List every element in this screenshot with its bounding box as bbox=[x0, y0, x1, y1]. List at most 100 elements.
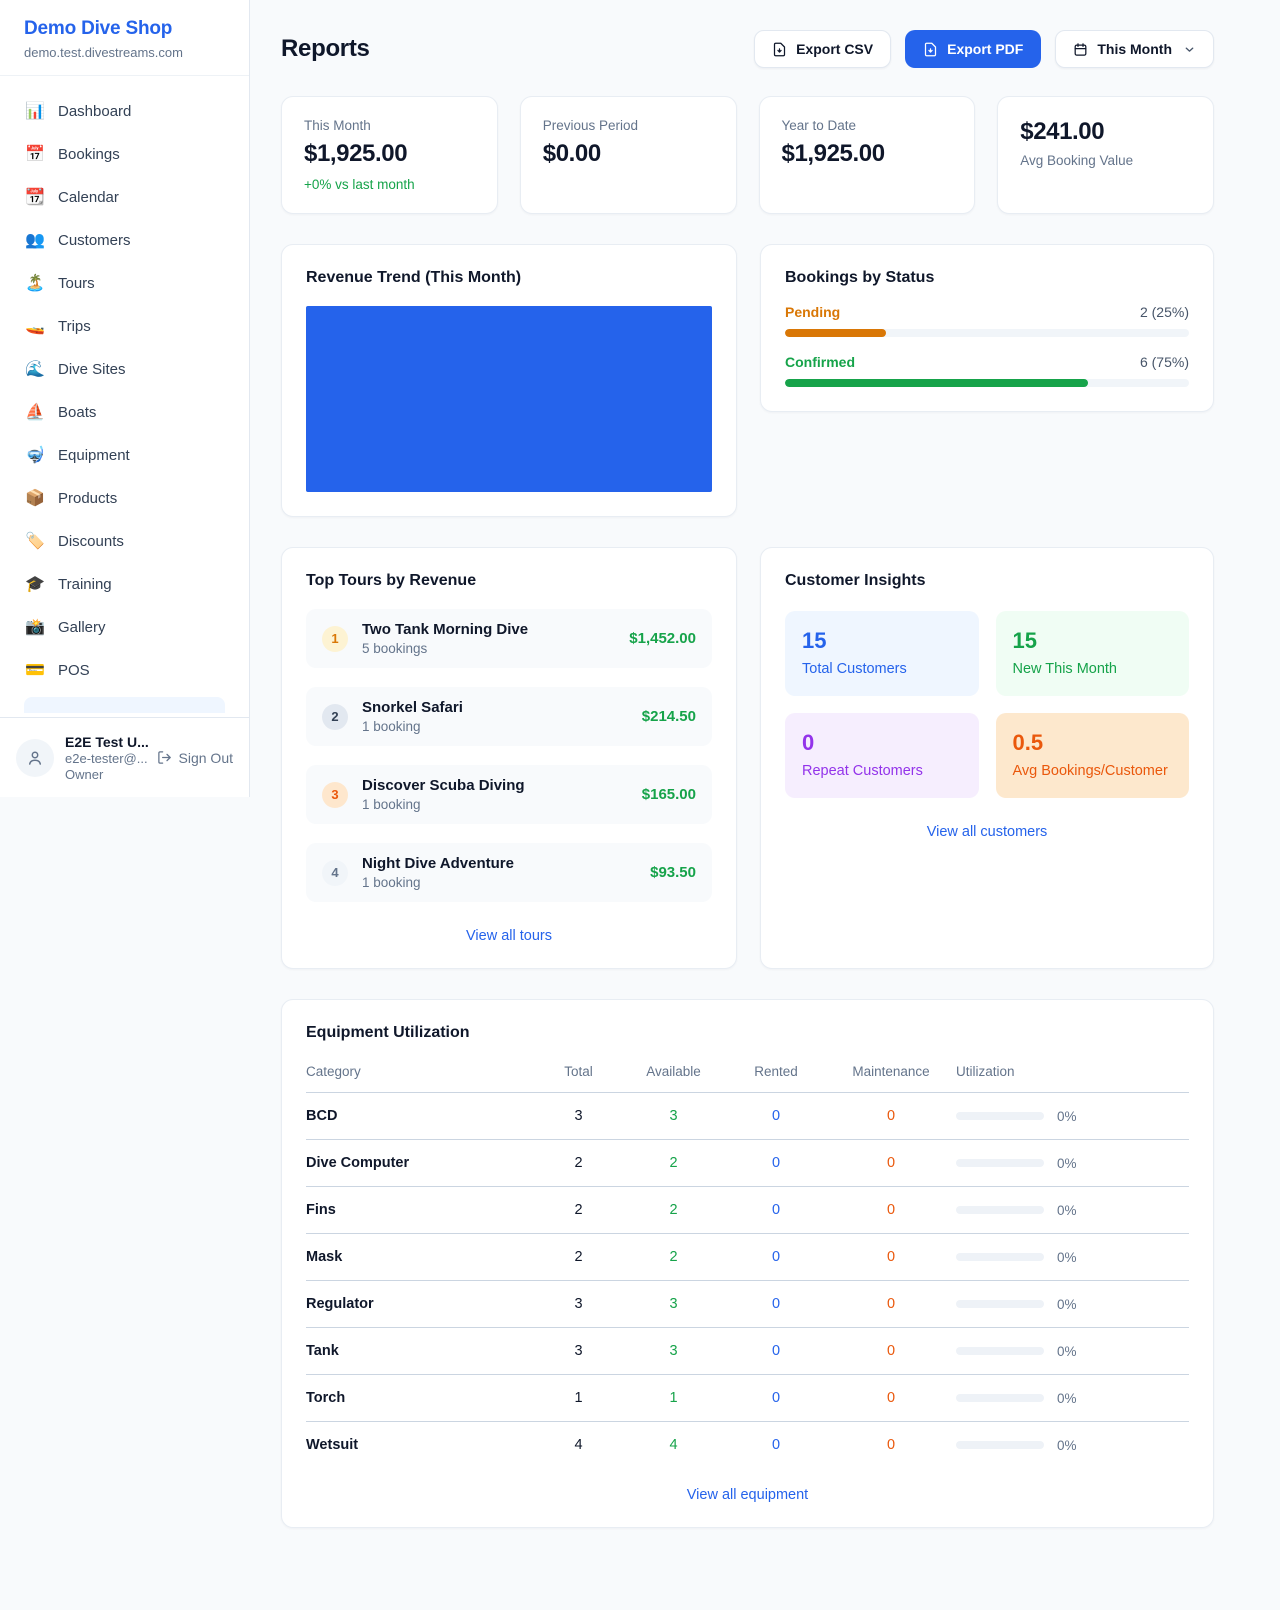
cell-maintenance: 0 bbox=[826, 1327, 956, 1375]
utilization-bar bbox=[956, 1206, 1044, 1214]
cell-maintenance: 0 bbox=[826, 1139, 956, 1187]
insight-tile-new-this-month: 15 New This Month bbox=[995, 611, 1189, 696]
utilization-bar bbox=[956, 1112, 1044, 1120]
sidebar-item-tours[interactable]: 🏝️ Tours bbox=[12, 262, 237, 305]
tour-name: Snorkel Safari bbox=[362, 699, 463, 716]
sidebar-item-dive-sites[interactable]: 🌊 Dive Sites bbox=[12, 348, 237, 391]
sidebar-item-boats[interactable]: ⛵ Boats bbox=[12, 391, 237, 434]
main-content: Reports Export CSV Export PDF This Month… bbox=[281, 0, 1214, 1568]
sidebar-item-label: POS bbox=[58, 662, 90, 679]
sailboat-icon: ⛵ bbox=[25, 403, 45, 421]
cell-rented: 0 bbox=[771, 1437, 781, 1453]
export-csv-button[interactable]: Export CSV bbox=[754, 30, 892, 68]
sidebar-item-products[interactable]: 📦 Products bbox=[12, 477, 237, 520]
sidebar-item-pos[interactable]: 💳 POS bbox=[12, 649, 237, 692]
tour-bookings: 5 bookings bbox=[362, 641, 428, 656]
cell-total: 3 bbox=[536, 1280, 621, 1328]
sidebar-item-bookings[interactable]: 📅 Bookings bbox=[12, 133, 237, 176]
utilization-bar bbox=[956, 1159, 1044, 1167]
cell-total: 3 bbox=[536, 1092, 621, 1140]
stat-card-this-month: This Month $1,925.00 +0% vs last month bbox=[281, 96, 498, 214]
sidebar-item-training[interactable]: 🎓 Training bbox=[12, 563, 237, 606]
stat-card-year-to-date: Year to Date $1,925.00 bbox=[758, 96, 976, 214]
rank-badge: 4 bbox=[322, 859, 348, 886]
status-count: 2 (25%) bbox=[1139, 304, 1189, 320]
avatar bbox=[16, 738, 54, 777]
rank-badge: 1 bbox=[322, 625, 348, 652]
cell-total: 1 bbox=[536, 1374, 621, 1422]
sidebar-item-discounts[interactable]: 🏷️ Discounts bbox=[12, 520, 237, 563]
top-tours-title: Top Tours by Revenue bbox=[306, 572, 477, 589]
sidebar-item-dashboard[interactable]: 📊 Dashboard bbox=[12, 90, 237, 133]
cell-category: Wetsuit bbox=[306, 1437, 359, 1453]
tour-amount: $214.50 bbox=[641, 708, 696, 725]
view-all-customers-link[interactable]: View all customers bbox=[926, 824, 1048, 840]
cell-total: 2 bbox=[536, 1233, 621, 1281]
export-pdf-button[interactable]: Export PDF bbox=[905, 30, 1042, 68]
cell-category: Regulator bbox=[306, 1280, 536, 1328]
column-header-total: Total bbox=[536, 1064, 621, 1093]
cell-total: 3 bbox=[536, 1327, 621, 1375]
sign-out-button[interactable]: Sign Out bbox=[157, 750, 233, 766]
brand-block: Demo Dive Shop demo.test.divestreams.com bbox=[0, 0, 249, 76]
sidebar-item-calendar[interactable]: 📆 Calendar bbox=[12, 176, 237, 219]
cell-maintenance: 0 bbox=[886, 1437, 896, 1453]
table-row: Dive Computer 2 2 0 0 0% bbox=[306, 1139, 1189, 1187]
stat-label: This Month bbox=[304, 118, 371, 133]
user-name: E2E Test U... bbox=[65, 733, 149, 750]
cell-maintenance: 0 bbox=[826, 1280, 956, 1328]
status-label: Pending bbox=[785, 304, 841, 320]
sign-out-label: Sign Out bbox=[178, 749, 233, 766]
speedboat-icon: 🚤 bbox=[25, 317, 45, 335]
cell-total: 2 bbox=[536, 1186, 621, 1234]
sidebar-item-trips[interactable]: 🚤 Trips bbox=[12, 305, 237, 348]
tour-amount: $1,452.00 bbox=[629, 630, 696, 647]
column-header-maintenance: Maintenance bbox=[826, 1064, 956, 1093]
sidebar-item-label: Dive Sites bbox=[58, 361, 126, 378]
cell-category: Tank bbox=[306, 1327, 536, 1375]
tour-row: 4 Night Dive Adventure 1 booking $93.50 bbox=[306, 843, 712, 902]
tour-amount: $165.00 bbox=[641, 786, 696, 803]
cell-utilization: 0% bbox=[1057, 1202, 1077, 1218]
cell-rented: 0 bbox=[726, 1327, 826, 1375]
sidebar-item-customers[interactable]: 👥 Customers bbox=[12, 219, 237, 262]
equipment-table: Category Total Available Rented Maintena… bbox=[306, 1064, 1189, 1461]
cell-category: Fins bbox=[306, 1186, 536, 1234]
sidebar-item-label: Equipment bbox=[58, 447, 130, 464]
revenue-trend-chart bbox=[306, 306, 712, 492]
export-csv-label: Export CSV bbox=[796, 41, 874, 57]
rank-badge: 3 bbox=[322, 781, 348, 808]
status-label: Confirmed bbox=[785, 354, 855, 370]
tour-row: 2 Snorkel Safari 1 booking $214.50 bbox=[306, 687, 712, 746]
column-header-utilization: Utilization bbox=[956, 1064, 1189, 1093]
revenue-trend-title: Revenue Trend (This Month) bbox=[306, 269, 522, 286]
top-tours-card: Top Tours by Revenue 1 Two Tank Morning … bbox=[281, 547, 737, 969]
chevron-down-icon bbox=[1185, 46, 1194, 52]
view-all-tours-link[interactable]: View all tours bbox=[466, 928, 552, 944]
sidebar-item-reports-active-partial[interactable] bbox=[24, 697, 225, 713]
cell-utilization: 0% bbox=[1057, 1108, 1077, 1124]
user-role: Owner bbox=[65, 766, 104, 782]
export-pdf-label: Export PDF bbox=[947, 41, 1024, 57]
cell-utilization: 0% bbox=[1057, 1155, 1077, 1171]
view-all-equipment-link[interactable]: View all equipment bbox=[686, 1487, 809, 1503]
tour-row: 1 Two Tank Morning Dive 5 bookings $1,452… bbox=[306, 609, 712, 668]
status-row-confirmed: Confirmed 6 (75%) bbox=[785, 354, 1189, 387]
sidebar-item-equipment[interactable]: 🤿 Equipment bbox=[12, 434, 237, 477]
user-footer: E2E Test U... e2e-tester@... Owner Sign … bbox=[0, 717, 249, 797]
shop-domain: demo.test.divestreams.com bbox=[24, 45, 183, 60]
file-download-icon bbox=[773, 42, 786, 56]
period-dropdown[interactable]: This Month bbox=[1055, 30, 1214, 68]
cell-available: 3 bbox=[621, 1280, 726, 1328]
tour-row: 3 Discover Scuba Diving 1 booking $165.00 bbox=[306, 765, 712, 824]
insight-value: 0 bbox=[802, 730, 815, 755]
bookings-by-status-card: Bookings by Status Pending 2 (25%) Confi… bbox=[760, 244, 1214, 412]
cell-maintenance: 0 bbox=[826, 1233, 956, 1281]
cell-utilization: 0% bbox=[1057, 1437, 1077, 1453]
sidebar-item-gallery[interactable]: 📸 Gallery bbox=[12, 606, 237, 649]
tour-bookings: 1 booking bbox=[362, 875, 421, 890]
logout-icon bbox=[157, 751, 171, 764]
cell-rented: 0 bbox=[726, 1374, 826, 1422]
stat-card-previous-period: Previous Period $0.00 bbox=[519, 96, 737, 214]
cell-category: Torch bbox=[306, 1374, 536, 1422]
